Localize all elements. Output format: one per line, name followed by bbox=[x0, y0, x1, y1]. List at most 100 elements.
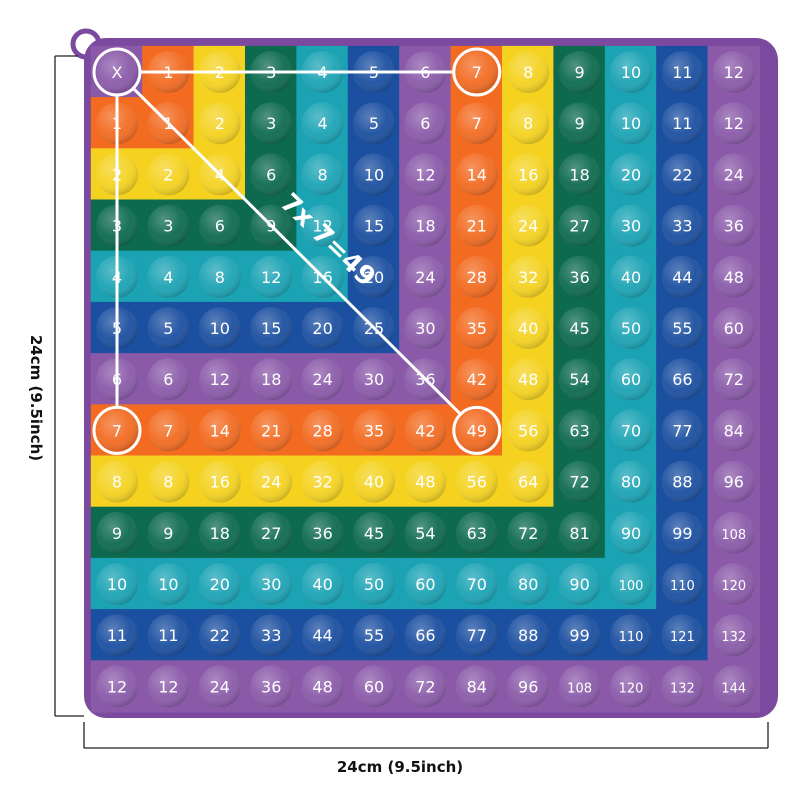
pop-bubble: 50 bbox=[610, 307, 652, 349]
factor-ring-left bbox=[92, 405, 142, 455]
pop-bubble: 4 bbox=[147, 255, 190, 298]
bubble-number: 35 bbox=[467, 319, 487, 338]
bubble-number: 5 bbox=[369, 114, 379, 133]
bubble-number: 36 bbox=[261, 677, 281, 696]
bubble-number: 7 bbox=[472, 114, 482, 133]
height-dimension-label: 24cm (9.5inch) bbox=[27, 334, 45, 462]
bubble-number: 24 bbox=[724, 165, 744, 184]
pop-bubble: X bbox=[96, 51, 138, 93]
bubble-number: 64 bbox=[518, 473, 538, 492]
bubble-number: 9 bbox=[112, 524, 122, 543]
bubble-number: 7 bbox=[112, 421, 122, 440]
pop-bubble: 7 bbox=[147, 409, 190, 452]
bubble-number: 9 bbox=[575, 114, 585, 133]
bubble-number: 96 bbox=[724, 473, 744, 492]
bubble-number: 21 bbox=[467, 217, 487, 236]
bubble-number: 99 bbox=[569, 626, 589, 645]
pop-bubble: 5 bbox=[353, 102, 395, 145]
pop-bubble: 18 bbox=[250, 358, 293, 401]
bubble-number: 88 bbox=[672, 473, 692, 492]
pop-bubble: 8 bbox=[96, 460, 138, 503]
pop-bubble: 24 bbox=[507, 204, 550, 247]
bubble-number: 27 bbox=[261, 524, 281, 543]
bubble-number: 33 bbox=[672, 217, 692, 236]
pop-bubble: 55 bbox=[353, 614, 395, 657]
pop-bubble: 132 bbox=[661, 665, 704, 708]
pop-bubble: 42 bbox=[455, 358, 498, 401]
pop-bubble: 40 bbox=[353, 460, 395, 503]
bubble-number: 28 bbox=[312, 421, 332, 440]
pop-bubble: 35 bbox=[455, 307, 498, 349]
bubble-number: 45 bbox=[364, 524, 384, 543]
pop-bubble: 40 bbox=[610, 255, 652, 298]
bubble-number: 7 bbox=[472, 63, 482, 82]
bubble-number: 10 bbox=[107, 575, 127, 594]
pop-bubble: 49 bbox=[455, 409, 498, 452]
pop-bubble: 40 bbox=[301, 563, 344, 605]
pop-bubble: 120 bbox=[712, 563, 755, 605]
pop-bubble: 45 bbox=[353, 511, 395, 554]
bubble-number: 12 bbox=[312, 217, 332, 236]
pop-bubble: 24 bbox=[198, 665, 241, 708]
pop-bubble: 12 bbox=[250, 255, 293, 298]
bubble-number: 81 bbox=[569, 524, 589, 543]
bubble-number: 36 bbox=[569, 268, 589, 287]
bubble-number: 30 bbox=[364, 370, 384, 389]
bubble-number: 80 bbox=[518, 575, 538, 594]
pop-bubble: 84 bbox=[455, 665, 498, 708]
bubble-number: 15 bbox=[364, 217, 384, 236]
bubble-number: 7 bbox=[163, 421, 173, 440]
pop-bubble: 81 bbox=[558, 511, 601, 554]
pop-bubble: 24 bbox=[250, 460, 293, 503]
pop-bubble: 63 bbox=[558, 409, 601, 452]
bubble-number: 120 bbox=[721, 579, 746, 594]
pop-bubble: 3 bbox=[147, 204, 190, 247]
pop-bubble: 14 bbox=[198, 409, 241, 452]
pop-bubble: 8 bbox=[301, 153, 344, 196]
pop-bubble: 99 bbox=[558, 614, 601, 657]
pop-bubble: 72 bbox=[507, 511, 550, 554]
pop-bubble: 90 bbox=[558, 563, 601, 605]
pop-bubble: 70 bbox=[455, 563, 498, 605]
bubble-number: 72 bbox=[415, 677, 435, 696]
diagonal-guide-line bbox=[132, 87, 462, 416]
factor-ring-top bbox=[452, 47, 502, 97]
pop-bubble: 7 bbox=[96, 409, 138, 452]
pop-bubble: 54 bbox=[558, 358, 601, 401]
bubble-number: 72 bbox=[569, 473, 589, 492]
bubble-number: 8 bbox=[215, 268, 225, 287]
pop-bubble: 108 bbox=[558, 665, 601, 708]
bubble-number: 3 bbox=[266, 114, 276, 133]
bubble-number: 27 bbox=[569, 217, 589, 236]
bubble-number: 10 bbox=[364, 165, 384, 184]
bubble-number: 66 bbox=[672, 370, 692, 389]
pop-bubble: 50 bbox=[353, 563, 395, 605]
pop-bubble: 36 bbox=[558, 255, 601, 298]
pop-bubble: 20 bbox=[610, 153, 652, 196]
bubble-number: 48 bbox=[724, 268, 744, 287]
pop-bubble: 66 bbox=[404, 614, 447, 657]
bubble-number: 54 bbox=[415, 524, 435, 543]
pop-bubble: 36 bbox=[712, 204, 755, 247]
bubble-number: 72 bbox=[518, 524, 538, 543]
bubble-number: 121 bbox=[670, 630, 695, 645]
bubble-number: 70 bbox=[621, 421, 641, 440]
bubble-number: 44 bbox=[672, 268, 692, 287]
bubble-number: 60 bbox=[415, 575, 435, 594]
pop-bubble: 35 bbox=[353, 409, 395, 452]
bubble-number: 96 bbox=[518, 677, 538, 696]
pop-bubble: 30 bbox=[250, 563, 293, 605]
bubble-number: 9 bbox=[163, 524, 173, 543]
pop-bubble: 32 bbox=[507, 255, 550, 298]
pop-bubble: 70 bbox=[610, 409, 652, 452]
bubble-number: 3 bbox=[163, 217, 173, 236]
pop-bubble: 72 bbox=[558, 460, 601, 503]
pop-bubble: 21 bbox=[455, 204, 498, 247]
bubble-number: 22 bbox=[672, 165, 692, 184]
pop-bubble: 12 bbox=[712, 102, 755, 145]
bubble-number: X bbox=[112, 63, 123, 82]
pop-bubble: 110 bbox=[661, 563, 704, 605]
bubble-number: 8 bbox=[523, 114, 533, 133]
pop-bubble: 90 bbox=[610, 511, 652, 554]
bubble-number: 20 bbox=[364, 268, 384, 287]
